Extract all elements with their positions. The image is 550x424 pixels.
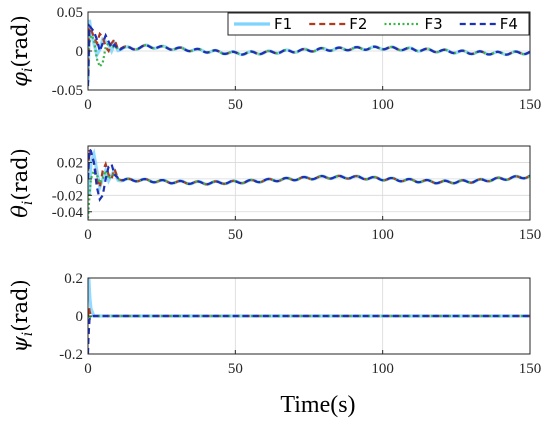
y-axis-label: ψi(rad) (8, 279, 36, 352)
series-line-f4 (88, 146, 530, 203)
y-tick-label: -0.05 (52, 83, 83, 99)
series-group (88, 278, 530, 354)
y-axis-label: θi(rad) (8, 148, 36, 218)
y-axis-label: φi(rad) (8, 15, 36, 87)
x-tick-label: 100 (371, 361, 394, 377)
series-line-f2 (88, 149, 530, 192)
y-tick-label: -0.02 (52, 188, 83, 204)
legend-label-f2: F2 (349, 15, 367, 33)
y-axis-symbol: ψ (8, 336, 32, 353)
x-tick-label: 0 (84, 97, 92, 113)
series-line-f4 (88, 23, 530, 87)
series-line-f3 (88, 314, 530, 322)
y-tick-label: 0.2 (64, 271, 83, 287)
x-tick-label: 50 (228, 361, 243, 377)
x-tick-label: 0 (84, 227, 92, 243)
y-axis-subscript: i (20, 201, 36, 205)
x-tick-label: 150 (519, 361, 542, 377)
y-tick-label: -0.04 (52, 205, 84, 221)
x-tick-label: 50 (228, 227, 243, 243)
legend-box (227, 12, 530, 36)
y-axis-symbol: θ (8, 205, 32, 218)
x-tick-label: 0 (84, 361, 92, 377)
y-axis-symbol: φ (8, 72, 32, 87)
y-tick-label: -0.2 (59, 347, 83, 363)
legend-label-f1: F1 (274, 15, 292, 33)
legend-label-f4: F4 (500, 15, 518, 33)
x-tick-label: 100 (371, 227, 394, 243)
x-tick-label: 50 (228, 97, 243, 113)
y-axis-subscript: i (20, 332, 36, 336)
panel-psi: 0 50 100 150-0.200.2ψi(rad) (8, 271, 541, 377)
y-tick-label: 0 (76, 172, 84, 188)
legend-label-f3: F3 (425, 15, 443, 33)
y-tick-label: 0 (76, 44, 84, 60)
legend: F1 F2 F3 F4 (227, 12, 530, 36)
y-axis-unit: (rad) (8, 279, 32, 331)
series-line-f4 (88, 314, 530, 354)
series-group (88, 19, 530, 87)
y-axis-unit: (rad) (8, 15, 32, 67)
x-tick-label: 150 (519, 97, 542, 113)
axes-frame (87, 145, 531, 221)
y-tick-label: 0.05 (57, 5, 83, 21)
x-tick-label: 150 (519, 227, 542, 243)
y-axis-subscript: i (20, 68, 36, 72)
x-tick-label: 100 (371, 97, 394, 113)
y-tick-label: 0.02 (57, 155, 83, 171)
y-axis-unit: (rad) (8, 148, 32, 200)
series-group (88, 146, 530, 219)
y-tick-label: 0 (76, 309, 84, 325)
x-axis-label: Time(s) (280, 392, 355, 418)
